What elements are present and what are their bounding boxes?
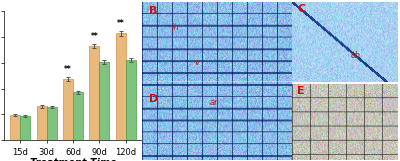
Bar (20, 116, 30, 140)
Text: **: ** (90, 32, 98, 41)
Bar (47, 107, 57, 140)
Text: **: ** (117, 19, 124, 28)
Bar (116, 33, 126, 140)
Bar (73, 92, 83, 140)
Bar (63, 79, 73, 140)
Bar (37, 106, 47, 140)
X-axis label: Treatment Time: Treatment Time (30, 158, 116, 161)
Text: B: B (150, 6, 158, 16)
Text: ih: ih (172, 23, 180, 32)
Bar (89, 46, 99, 140)
Text: **: ** (64, 65, 72, 74)
Text: E: E (297, 86, 305, 96)
Text: D: D (150, 94, 159, 104)
Text: C: C (297, 4, 306, 14)
Text: v: v (194, 58, 200, 67)
Bar (10, 115, 20, 140)
Text: cb: cb (350, 51, 360, 60)
Bar (99, 62, 109, 140)
Text: ar: ar (210, 98, 218, 107)
Bar (126, 60, 136, 140)
